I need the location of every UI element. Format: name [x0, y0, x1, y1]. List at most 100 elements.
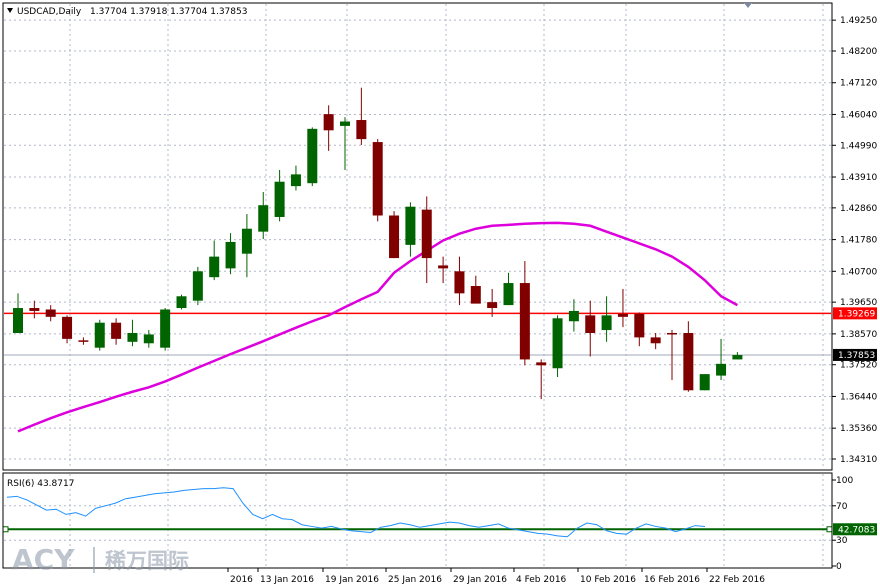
candle[interactable] — [209, 240, 220, 281]
candle[interactable] — [699, 374, 710, 391]
candle[interactable] — [192, 266, 203, 306]
candle-body-bear — [585, 315, 596, 333]
shift-marker-icon[interactable] — [744, 3, 752, 8]
candle-body-bull — [601, 315, 612, 331]
rsi-level-handle[interactable] — [2, 526, 9, 533]
price-tick-label: 1.44990 — [840, 141, 877, 151]
candle[interactable] — [307, 127, 318, 187]
candle[interactable] — [356, 87, 367, 145]
candle[interactable] — [340, 117, 350, 170]
candle-body-bull — [241, 228, 252, 254]
rsi-level-tag — [833, 523, 877, 536]
moving-average — [17, 221, 738, 433]
candle-body-bear — [634, 313, 645, 338]
candle[interactable] — [13, 293, 23, 333]
ma-line — [17, 221, 738, 433]
candle-body-bull — [568, 310, 579, 322]
price-tick-label: 1.48200 — [840, 47, 877, 57]
candle[interactable] — [143, 330, 154, 348]
rsi-panel: RSI(6) 43.8717 — [2, 472, 833, 569]
candle[interactable] — [585, 300, 596, 357]
candle-body-bull — [699, 374, 710, 391]
candle[interactable] — [78, 337, 89, 345]
candle[interactable] — [716, 338, 727, 380]
candle[interactable] — [667, 330, 677, 380]
time-tick-label: 16 Feb 2016 — [644, 575, 700, 585]
candle[interactable] — [111, 318, 122, 345]
candle[interactable] — [454, 256, 465, 306]
ohlc-label: 1.37704 1.37918 1.37704 1.37853 — [90, 7, 247, 17]
candle[interactable] — [62, 315, 73, 344]
resistance-price-label: 1.39269 — [838, 309, 875, 319]
candle-body-bull — [290, 174, 301, 187]
candle[interactable] — [732, 352, 743, 360]
candle[interactable] — [323, 105, 334, 151]
candle[interactable] — [290, 165, 301, 191]
candle[interactable] — [225, 233, 236, 275]
time-tick-label: 25 Jan 2016 — [388, 575, 442, 585]
candle[interactable] — [650, 332, 661, 350]
current-price-label: 1.37853 — [838, 351, 875, 361]
candle-body-bear — [683, 332, 694, 391]
candle-body-bear — [617, 313, 628, 317]
candle[interactable] — [519, 261, 530, 366]
candle-body-bull — [13, 308, 23, 333]
candle-body-bull — [127, 332, 138, 342]
candle[interactable] — [617, 288, 628, 328]
candle[interactable] — [29, 300, 40, 319]
candle[interactable] — [274, 169, 285, 222]
rsi-tick-label: 100 — [836, 476, 853, 486]
candle[interactable] — [601, 296, 612, 342]
rsi-tick-label: 30 — [836, 536, 848, 546]
candle[interactable] — [389, 211, 400, 259]
candle-body-bear — [421, 209, 432, 259]
candle-body-bull — [405, 206, 416, 245]
candle[interactable] — [176, 294, 187, 310]
candle-body-bear — [470, 285, 481, 304]
candle[interactable] — [421, 196, 432, 284]
time-tick-label: 10 Feb 2016 — [580, 575, 636, 585]
candle[interactable] — [503, 272, 514, 306]
price-tick-label: 1.34310 — [840, 455, 877, 465]
candle[interactable] — [683, 321, 694, 392]
candle-body-bull — [160, 309, 171, 348]
time-tick-label: 22 Feb 2016 — [709, 575, 765, 585]
candle[interactable] — [552, 315, 563, 378]
price-tick-label: 1.41780 — [840, 236, 877, 246]
logo-latin: ACY — [12, 543, 75, 576]
time-tick-label: 4 Feb 2016 — [516, 575, 567, 585]
candle-body-bull — [192, 271, 203, 301]
candle[interactable] — [258, 191, 269, 239]
candle[interactable] — [45, 305, 56, 322]
candle-body-bull — [94, 322, 105, 348]
candle[interactable] — [94, 319, 105, 351]
price-panel — [2, 2, 833, 471]
candle[interactable] — [127, 319, 138, 347]
time-tick-label: 13 Jan 2016 — [260, 575, 314, 585]
price-tick-label: 1.36440 — [840, 392, 877, 402]
candle-body-bear — [45, 309, 56, 317]
price-tick-label: 1.37520 — [840, 361, 877, 371]
candle[interactable] — [634, 312, 645, 347]
candle-body-bear — [487, 302, 498, 309]
rsi-frame — [2, 472, 833, 569]
candle[interactable] — [536, 359, 547, 400]
candle-body-bear — [356, 120, 367, 140]
candle[interactable] — [470, 275, 481, 304]
price-tick-label: 1.38570 — [840, 330, 877, 340]
time-tick-label: 19 Jan 2016 — [325, 575, 379, 585]
rsi-grid — [4, 474, 831, 567]
candle[interactable] — [160, 308, 171, 351]
candle[interactable] — [487, 288, 498, 317]
candle[interactable] — [438, 256, 449, 284]
brand-logo: ACY 稀万国际 — [12, 543, 189, 576]
candle[interactable] — [241, 214, 252, 278]
price-tick-label: 1.47120 — [840, 79, 877, 89]
candle[interactable] — [372, 139, 383, 222]
chevron-down-icon[interactable] — [7, 8, 13, 13]
candle[interactable] — [568, 299, 579, 332]
candle[interactable] — [405, 202, 416, 257]
candle-body-bull — [732, 355, 743, 360]
rsi-level-handle[interactable] — [826, 526, 833, 533]
candle-body-bear — [372, 142, 383, 216]
